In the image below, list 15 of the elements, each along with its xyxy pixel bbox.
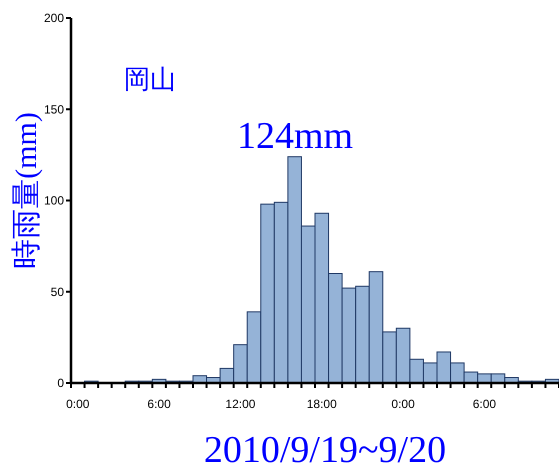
- x-tick-label: 18:00: [306, 397, 338, 411]
- y-tick-label: 150: [44, 102, 64, 116]
- annotation: 124mm: [236, 115, 354, 157]
- x-axis-title: 2010/9/19~9/20: [204, 429, 446, 468]
- x-tick-label: 0:00: [66, 397, 90, 411]
- annotation: 岡山: [124, 65, 176, 94]
- x-tick-label: 0:00: [391, 397, 416, 411]
- y-tick-label: 200: [44, 11, 64, 26]
- y-tick-label: 100: [44, 194, 64, 208]
- y-tick-label: 50: [50, 284, 64, 299]
- x-tick-label: 6:00: [147, 397, 172, 411]
- x-tick-label: 6:00: [472, 397, 496, 411]
- y-axis-title: 時雨量(mm): [10, 112, 43, 269]
- y-tick-label: 0: [57, 376, 64, 390]
- x-tick-label: 12:00: [225, 397, 256, 411]
